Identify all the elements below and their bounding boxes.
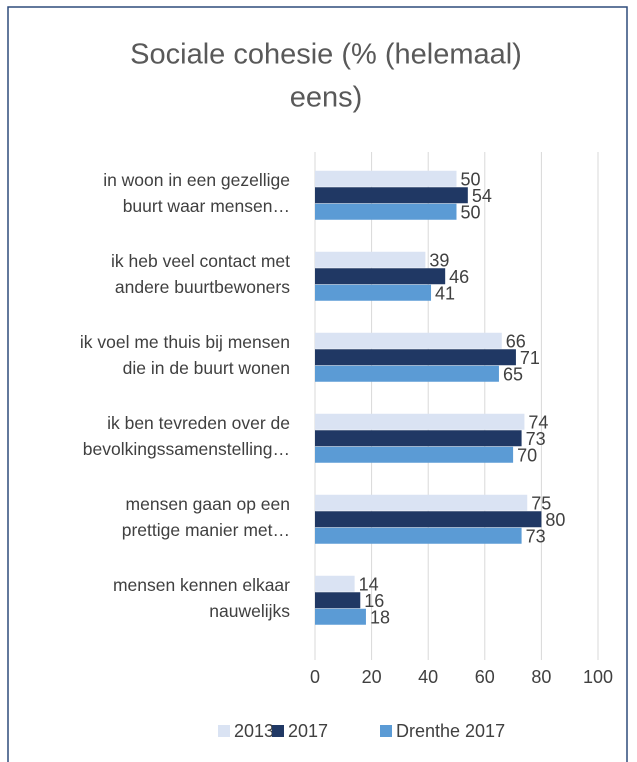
- bar: [315, 494, 528, 511]
- data-label: 73: [526, 527, 546, 547]
- data-label: 50: [461, 203, 481, 223]
- y-tick-label: bevolkingssamenstelling…: [83, 439, 290, 459]
- y-tick-label: andere buurtbewoners: [115, 277, 290, 297]
- bar: [315, 203, 457, 220]
- frame: [7, 6, 628, 762]
- data-label: 74: [528, 413, 548, 433]
- data-label: 73: [526, 429, 546, 449]
- bar: [315, 332, 502, 349]
- bar: [315, 430, 522, 447]
- x-tick-label: 0: [310, 667, 320, 687]
- data-label: 39: [429, 251, 449, 271]
- bar: [315, 511, 542, 528]
- bar: [315, 413, 525, 430]
- y-tick-label: buurt waar mensen…: [123, 196, 290, 216]
- legend-label: 2013: [234, 721, 274, 741]
- data-label: 14: [359, 575, 379, 595]
- bar: [315, 575, 355, 592]
- bar: [315, 592, 361, 609]
- bar: [315, 608, 366, 625]
- y-tick-label: mensen gaan op een: [126, 494, 290, 514]
- data-label: 66: [506, 332, 526, 352]
- legend-label: 2017: [288, 721, 328, 741]
- y-tick-label: in woon in een gezellige: [103, 170, 290, 190]
- bar: [315, 527, 522, 544]
- x-tick-label: 100: [583, 667, 613, 687]
- data-label: 41: [435, 284, 455, 304]
- bar: [315, 365, 499, 382]
- data-label: 70: [517, 446, 537, 466]
- x-tick-label: 20: [362, 667, 382, 687]
- legend-swatch: [380, 725, 392, 737]
- y-tick-label: ik ben tevreden over de: [107, 413, 290, 433]
- y-tick-label: die in de buurt wonen: [123, 358, 290, 378]
- data-label: 46: [449, 267, 469, 287]
- data-label: 54: [472, 186, 492, 206]
- y-tick-label: mensen kennen elkaar: [113, 575, 290, 595]
- y-tick-label: ik heb veel contact met: [111, 251, 290, 271]
- data-label: 65: [503, 365, 523, 385]
- bar: [315, 251, 426, 268]
- data-label: 18: [370, 608, 390, 628]
- chart-title: eens): [290, 82, 363, 114]
- x-tick-label: 40: [418, 667, 438, 687]
- y-tick-label: prettige manier met…: [122, 520, 290, 540]
- y-tick-label: nauwelijks: [209, 601, 290, 621]
- bar: [315, 187, 468, 204]
- bar: [315, 284, 432, 301]
- data-label: 50: [461, 170, 481, 190]
- legend-label: Drenthe 2017: [396, 721, 505, 741]
- bar: [315, 268, 446, 285]
- data-label: 71: [520, 348, 540, 368]
- data-label: 75: [531, 494, 551, 514]
- x-tick-label: 60: [475, 667, 495, 687]
- bar: [315, 349, 516, 366]
- data-label: 16: [364, 591, 384, 611]
- y-tick-label: ik voel me thuis bij mensen: [80, 332, 290, 352]
- legend-swatch: [218, 725, 230, 737]
- bar: [315, 446, 514, 463]
- bar: [315, 170, 457, 187]
- legend-swatch: [272, 725, 284, 737]
- x-tick-label: 80: [531, 667, 551, 687]
- data-label: 80: [545, 510, 565, 530]
- chart-title: Sociale cohesie (% (helemaal): [130, 39, 522, 71]
